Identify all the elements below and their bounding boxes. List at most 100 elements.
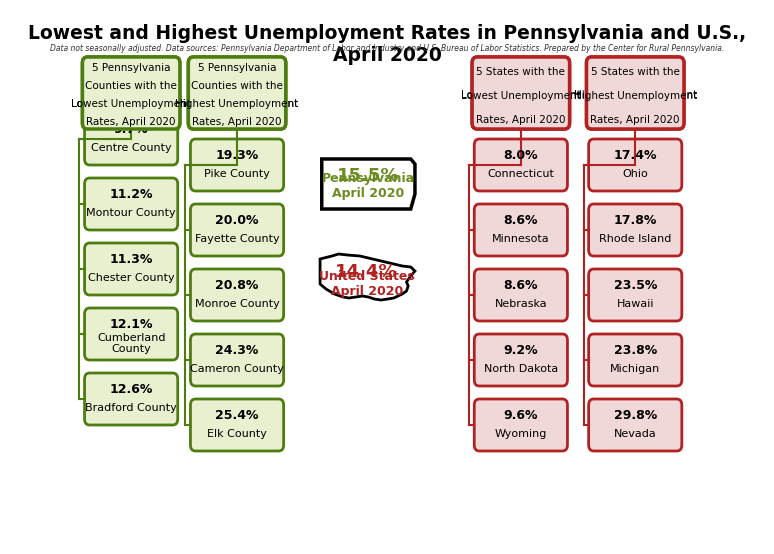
- Text: Lowest and Highest Unemployment Rates in Pennsylvania and U.S., April 2020: Lowest and Highest Unemployment Rates in…: [28, 24, 746, 65]
- FancyBboxPatch shape: [474, 399, 567, 451]
- Text: Lowest Unemployment: Lowest Unemployment: [71, 99, 191, 109]
- FancyBboxPatch shape: [472, 57, 570, 129]
- Text: 17.8%: 17.8%: [614, 214, 657, 227]
- Text: Rates, April 2020: Rates, April 2020: [87, 117, 176, 127]
- Text: Rates, April 2020: Rates, April 2020: [192, 117, 282, 127]
- Text: United States
April 2020: United States April 2020: [319, 270, 415, 298]
- Text: Rhode Island: Rhode Island: [599, 234, 671, 244]
- Text: Rates, April 2020: Rates, April 2020: [476, 114, 566, 125]
- Text: Montour County: Montour County: [87, 208, 176, 218]
- FancyBboxPatch shape: [84, 178, 178, 230]
- Text: Chester County: Chester County: [87, 273, 174, 283]
- Text: Counties with the: Counties with the: [85, 81, 177, 91]
- Text: Counties with the: Counties with the: [191, 81, 283, 91]
- Text: 8.0%: 8.0%: [504, 149, 538, 162]
- FancyBboxPatch shape: [84, 243, 178, 295]
- FancyBboxPatch shape: [587, 57, 684, 129]
- Text: Rates, April 2020: Rates, April 2020: [591, 115, 680, 125]
- FancyBboxPatch shape: [589, 334, 682, 386]
- Text: 5 States with the: 5 States with the: [477, 66, 565, 76]
- Text: 29.8%: 29.8%: [614, 409, 657, 422]
- Text: Centre County: Centre County: [91, 143, 172, 153]
- Text: Counties with the: Counties with the: [85, 81, 177, 91]
- Text: 12.6%: 12.6%: [109, 383, 152, 396]
- FancyBboxPatch shape: [190, 269, 283, 321]
- Text: Counties with the: Counties with the: [191, 81, 283, 91]
- Text: Cameron County: Cameron County: [190, 365, 284, 375]
- FancyBboxPatch shape: [474, 204, 567, 256]
- Text: 5 Pennsylvania: 5 Pennsylvania: [198, 63, 276, 73]
- Text: 5 Pennsylvania: 5 Pennsylvania: [92, 63, 170, 73]
- Text: 25.4%: 25.4%: [215, 409, 259, 422]
- Text: Pike County: Pike County: [204, 170, 270, 179]
- FancyBboxPatch shape: [190, 139, 283, 191]
- FancyBboxPatch shape: [188, 57, 286, 129]
- FancyBboxPatch shape: [474, 139, 567, 191]
- Text: 17.4%: 17.4%: [614, 149, 657, 162]
- FancyBboxPatch shape: [587, 57, 684, 129]
- Text: 15.5%: 15.5%: [337, 167, 399, 185]
- FancyBboxPatch shape: [188, 57, 286, 129]
- Text: 5 States with the: 5 States with the: [477, 67, 565, 77]
- Text: North Dakota: North Dakota: [484, 365, 558, 375]
- Text: Hawaii: Hawaii: [616, 299, 654, 309]
- Text: Rates, April 2020: Rates, April 2020: [476, 115, 566, 125]
- Text: Michigan: Michigan: [610, 365, 660, 375]
- Text: Minnesota: Minnesota: [492, 234, 550, 244]
- FancyBboxPatch shape: [83, 57, 180, 129]
- Text: Connecticut: Connecticut: [488, 170, 554, 179]
- FancyBboxPatch shape: [589, 204, 682, 256]
- Text: 5 Pennsylvania: 5 Pennsylvania: [198, 63, 276, 73]
- Text: 5 Pennsylvania: 5 Pennsylvania: [92, 63, 170, 73]
- FancyBboxPatch shape: [84, 373, 178, 425]
- Text: Highest Unemployment: Highest Unemployment: [176, 99, 299, 109]
- FancyBboxPatch shape: [190, 334, 283, 386]
- Text: 11.2%: 11.2%: [109, 188, 153, 201]
- FancyBboxPatch shape: [589, 269, 682, 321]
- FancyBboxPatch shape: [589, 399, 682, 451]
- FancyBboxPatch shape: [84, 308, 178, 360]
- Text: 8.6%: 8.6%: [504, 279, 538, 292]
- Text: 20.8%: 20.8%: [215, 279, 259, 292]
- FancyBboxPatch shape: [190, 399, 283, 451]
- Text: Highest Unemployment: Highest Unemployment: [176, 99, 299, 109]
- Text: Rates, April 2020: Rates, April 2020: [87, 117, 176, 127]
- Text: Lowest Unemployment: Lowest Unemployment: [461, 91, 580, 101]
- Text: 8.6%: 8.6%: [504, 214, 538, 227]
- Text: Fayette County: Fayette County: [195, 234, 279, 244]
- Text: Nebraska: Nebraska: [495, 299, 547, 309]
- Text: Pennsylvania
April 2020: Pennsylvania April 2020: [322, 172, 415, 200]
- Text: 14.4%: 14.4%: [335, 263, 398, 281]
- Text: Lowest Unemployment: Lowest Unemployment: [461, 90, 580, 100]
- Text: Data not seasonally adjusted. Data sources: Pennsylvania Department of Labor and: Data not seasonally adjusted. Data sourc…: [50, 44, 724, 53]
- Text: Highest Unemployment: Highest Unemployment: [574, 91, 697, 101]
- Text: 5 States with the: 5 States with the: [591, 66, 680, 76]
- Text: 9.2%: 9.2%: [504, 344, 538, 357]
- Text: Nevada: Nevada: [614, 429, 656, 439]
- Text: Wyoming: Wyoming: [495, 429, 547, 439]
- FancyBboxPatch shape: [472, 57, 570, 129]
- Text: Highest Unemployment: Highest Unemployment: [574, 90, 697, 100]
- Text: 9.7%: 9.7%: [114, 123, 149, 136]
- Text: Elk County: Elk County: [207, 429, 267, 439]
- FancyBboxPatch shape: [474, 269, 567, 321]
- Text: 11.3%: 11.3%: [109, 253, 152, 266]
- FancyBboxPatch shape: [589, 139, 682, 191]
- Text: Bradford County: Bradford County: [85, 403, 177, 413]
- Text: Rates, April 2020: Rates, April 2020: [192, 117, 282, 127]
- Text: Lowest Unemployment: Lowest Unemployment: [71, 99, 191, 109]
- FancyBboxPatch shape: [474, 334, 567, 386]
- Text: 9.6%: 9.6%: [504, 409, 538, 422]
- Text: 19.3%: 19.3%: [215, 149, 259, 162]
- Text: 5 States with the: 5 States with the: [591, 67, 680, 77]
- FancyBboxPatch shape: [84, 113, 178, 165]
- FancyBboxPatch shape: [83, 57, 180, 129]
- Text: Ohio: Ohio: [622, 170, 648, 179]
- Text: Cumberland
County: Cumberland County: [97, 332, 166, 354]
- Text: Lowest Unemployment: Lowest Unemployment: [71, 99, 191, 109]
- Text: 20.0%: 20.0%: [215, 214, 259, 227]
- Text: Rates, April 2020: Rates, April 2020: [591, 114, 680, 125]
- Text: 24.3%: 24.3%: [215, 344, 259, 357]
- Text: Monroe County: Monroe County: [195, 299, 279, 309]
- Text: 23.5%: 23.5%: [614, 279, 657, 292]
